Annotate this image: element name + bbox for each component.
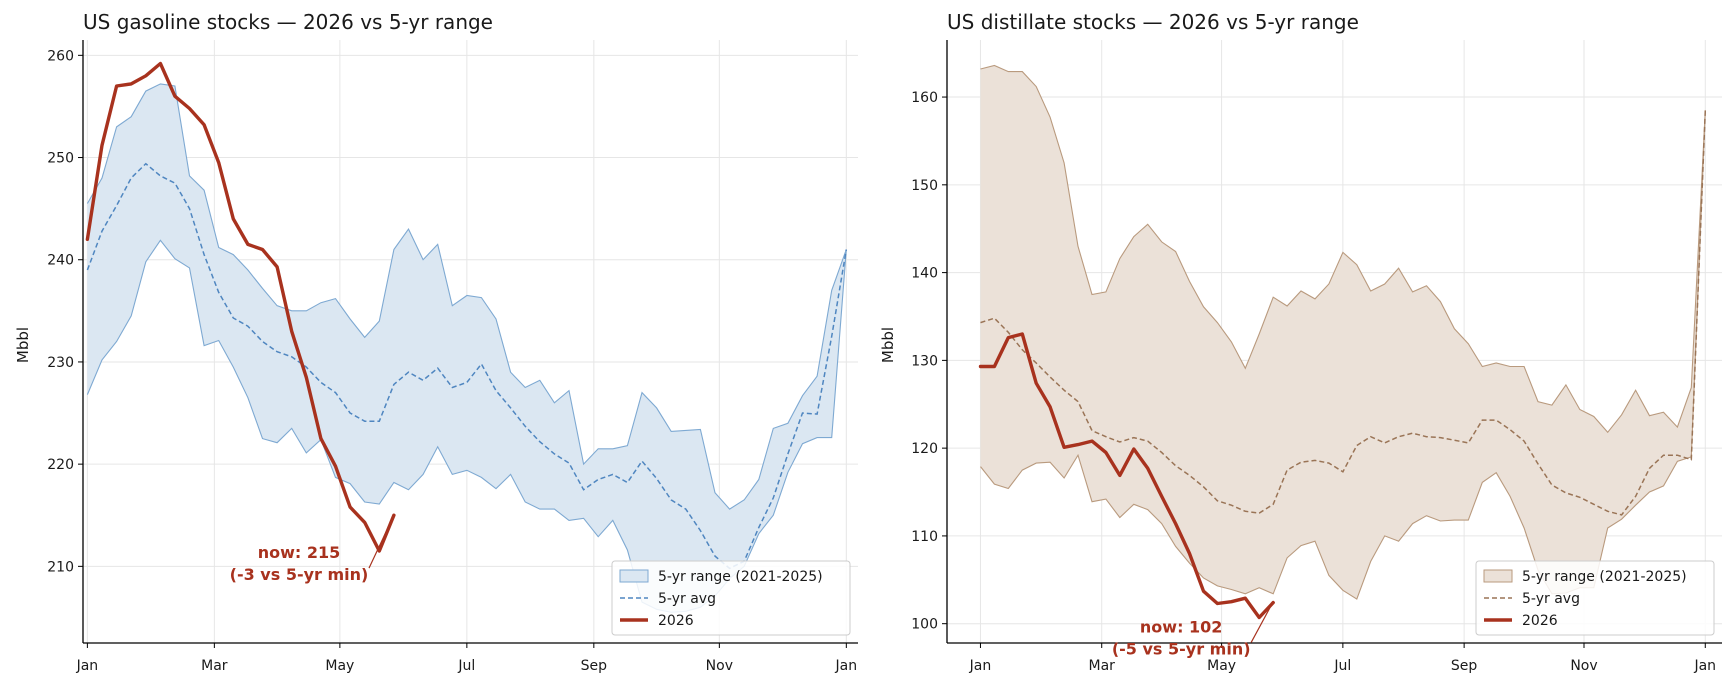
gasoline-range-band (87, 83, 847, 613)
distillate-axes: Jan Mar May Jul Sep Nov Jan 100 110 120 130 140 150 1… (911, 40, 1722, 674)
distillate-x-tick-label-4: Sep (1451, 658, 1478, 674)
distillate-annotation: now: 102 (-5 vs 5-yr min) (1112, 601, 1274, 658)
gasoline-x-tick-label-6: Jan (835, 658, 858, 674)
distillate-y-tick-label-0: 100 (911, 617, 938, 633)
gasoline-x-tick-label-5: Nov (706, 658, 733, 674)
gasoline-range-upper-line (86, 83, 847, 510)
gasoline-chart: Jan Mar May Jul Sep Nov Jan210220230240250260 … (14, 10, 858, 674)
gasoline-x-tick-label-4: Sep (581, 658, 608, 674)
gasoline-annotation-line-0: now: 215 (258, 543, 341, 562)
distillate-y-tick-label-2: 120 (911, 441, 938, 457)
gasoline-annotation-arrow (368, 514, 395, 569)
gasoline-legend-box (611, 560, 851, 636)
gasoline-chart-title: US gasoline stocks — 2026 vs 5-yr range (83, 10, 493, 34)
distillate-legend-label-2: 2026 (1522, 613, 1558, 629)
gasoline-2026 (85, 61, 396, 553)
gasoline-current-line (85, 61, 396, 553)
distillate-ylabel: Mbbl (879, 327, 897, 363)
distillate-avg (980, 110, 1707, 516)
distillate-x-tick-label-0: Jan (969, 658, 992, 674)
gasoline-x-tick-label-3: Jul (457, 658, 475, 674)
distillate-annotation-line-1: (-5 vs 5-yr min) (1112, 639, 1251, 658)
gasoline-ylabel: Mbbl (14, 327, 32, 363)
distillate-legend: 5-yr range (2021-2025) 5-yr avg 2026 (1475, 560, 1715, 636)
gasoline-legend: 5-yr range (2021-2025) 5-yr avg 2026 (611, 560, 851, 636)
distillate-y-tick-label-1: 110 (911, 529, 938, 545)
gasoline-annotation: now: 215 (-3 vs 5-yr min) (230, 514, 395, 584)
gasoline-x-tick-label-2: May (325, 658, 354, 674)
distillate-legend-box (1475, 560, 1715, 636)
gasoline-y-tick-label-5: 260 (47, 48, 74, 64)
gasoline-y-tick-label-1: 220 (47, 457, 74, 473)
gasoline-y-tick-label-3: 240 (47, 253, 74, 269)
distillate-x-tick-label-5: Nov (1570, 658, 1597, 674)
gasoline-y-tick-label-4: 250 (47, 151, 74, 167)
distillate-chart: Jan Mar May Jul Sep Nov Jan 100 110 120 130 140 150 1… (879, 10, 1722, 674)
gasoline-y-tick-label-0: 210 (47, 559, 74, 575)
distillate-avg-line (980, 110, 1707, 516)
distillate-x-tick-label-6: Jan (1693, 658, 1716, 674)
distillate-range-band (980, 65, 1706, 600)
distillate-x-tick-label-2: May (1207, 658, 1236, 674)
distillate-x-tick-label-1: Mar (1089, 658, 1116, 674)
distillate-legend-swatch-range (1483, 569, 1513, 583)
gasoline-axes: Jan Mar May Jul Sep Nov Jan 210 220 230 240 250 260 (47, 40, 858, 674)
distillate-range-upper-line (980, 64, 1706, 434)
gasoline-legend-label-1: 5-yr avg (658, 591, 716, 607)
distillate-annotation-line-0: now: 102 (1140, 617, 1223, 636)
distillate-y-tick-label-5: 150 (911, 178, 938, 194)
distillate-x-tick-label-3: Jul (1333, 658, 1351, 674)
gasoline-annotation-line-1: (-3 vs 5-yr min) (230, 565, 369, 584)
distillate-current-line (978, 332, 1275, 620)
gasoline-x-tick-label-1: Mar (201, 658, 228, 674)
distillate-chart-title: US distillate stocks — 2026 vs 5-yr rang… (947, 10, 1359, 34)
distillate-y-tick-label-4: 140 (911, 266, 938, 282)
distillate-y-tick-label-6: 160 (911, 90, 938, 106)
gasoline-legend-label-0: 5-yr range (2021-2025) (658, 569, 823, 585)
distillate-legend-label-0: 5-yr range (2021-2025) (1522, 569, 1687, 585)
gasoline-legend-swatch-range (619, 569, 649, 583)
distillate-annotation-arrow (1250, 601, 1274, 643)
distillate-2026 (978, 332, 1275, 620)
distillate-legend-label-1: 5-yr avg (1522, 591, 1580, 607)
gasoline-y-tick-label-2: 230 (47, 355, 74, 371)
gasoline-x-tick-label-0: Jan (76, 658, 99, 674)
gasoline-legend-label-2: 2026 (658, 613, 694, 629)
distillate-y-tick-label-3: 130 (911, 353, 938, 369)
